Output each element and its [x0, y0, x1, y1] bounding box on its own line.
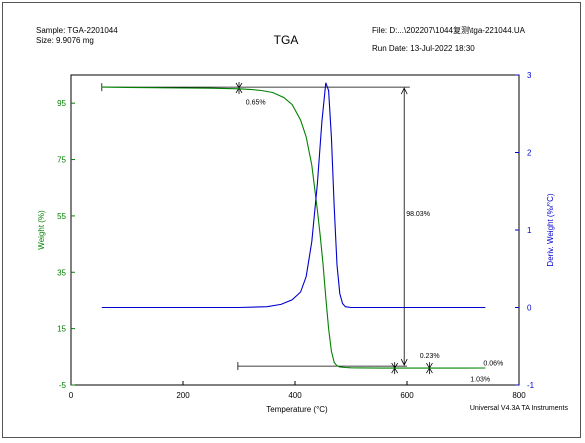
annotation-labels: 0.65% 98.03% 0.23% 0.06% 1.03% — [246, 100, 503, 384]
y-left-axis-label: Weight (%) — [37, 210, 46, 250]
series-layer — [101, 82, 486, 369]
y-right-tick-label: -1 — [527, 381, 535, 390]
file-label: File: D:...\202207\1044复测\tga-221044.UA — [372, 25, 526, 35]
x-tick-label: 600 — [400, 391, 414, 400]
y-right-tick-label: 2 — [527, 149, 532, 158]
axis-ticks: 0 200 400 600 800 -5 15 35 55 75 95 -1 0 1 2 3 — [57, 71, 535, 400]
x-tick-label: 0 — [69, 391, 74, 400]
annotation-lines — [101, 81, 433, 375]
y-right-axis-label: Deriv. Weight (%/°C) — [546, 193, 555, 266]
y-right-tick-label: 1 — [527, 226, 532, 235]
annotation-label: 98.03% — [406, 211, 430, 218]
plot-area — [70, 74, 520, 386]
chart-title: TGA — [274, 33, 299, 47]
annotation-arrow-down — [400, 358, 408, 366]
y-left-tick-label: -5 — [59, 381, 67, 390]
weight-series-line — [101, 86, 486, 369]
x-tick-label: 200 — [176, 391, 190, 400]
y-left-tick-label: 75 — [57, 156, 66, 165]
annotation-label: 0.06% — [483, 360, 503, 367]
y-left-tick-label: 35 — [57, 268, 66, 277]
annotation-label: 0.65% — [246, 100, 266, 107]
annotation-label: 0.23% — [420, 353, 440, 360]
annotation-label: 1.03% — [470, 377, 490, 384]
x-axis-label: Temperature (°C) — [266, 405, 328, 414]
cursor-marker-300 — [235, 81, 243, 94]
sample-label: Sample: TGA-2201044 — [36, 26, 118, 35]
y-left-tick-label: 15 — [57, 325, 66, 334]
size-label: Size: 9.9076 mg — [36, 36, 94, 45]
run-date-label: Run Date: 13-Jul-2022 18:30 — [372, 44, 475, 53]
x-tick-label: 800 — [512, 391, 526, 400]
deriv-weight-series-line — [101, 82, 486, 309]
annotation-arrow-up — [400, 87, 408, 95]
x-tick-label: 400 — [288, 391, 302, 400]
y-right-tick-label: 3 — [527, 71, 532, 80]
y-left-tick-label: 95 — [57, 99, 66, 108]
software-label: Universal V4.3A TA Instruments — [470, 405, 569, 412]
y-right-tick-label: 0 — [527, 304, 532, 313]
y-left-tick-label: 55 — [57, 212, 66, 221]
